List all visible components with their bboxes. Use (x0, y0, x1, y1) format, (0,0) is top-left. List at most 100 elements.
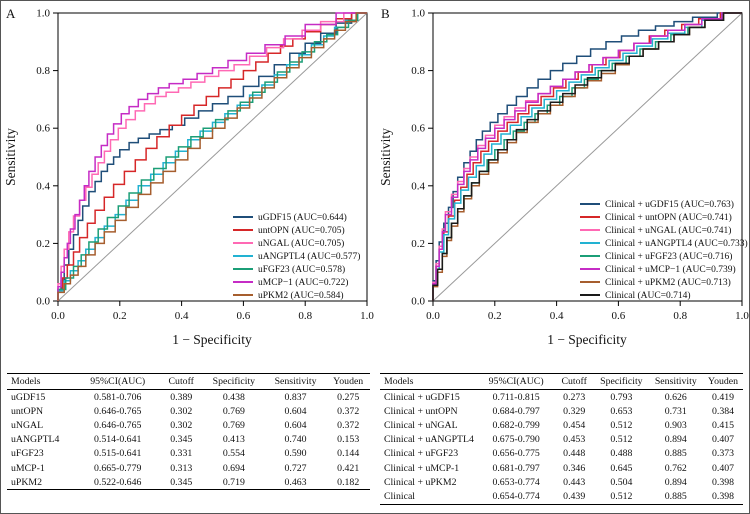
table-row: Clinical + uFGF23 0.656-0.775 0.448 0.488 0.… (380, 447, 743, 461)
diagonal-reference-line (57, 12, 368, 302)
value-cell: 0.398 (711, 476, 735, 488)
column-header: Sensitivity (648, 373, 704, 390)
model-name-cell: untOPN (11, 405, 44, 417)
model-name-cell: uMCP-1 (11, 462, 45, 474)
table-row: Clinical + uPKM2 0.653-0.774 0.443 0.504 0.8… (380, 475, 743, 489)
plot-box (57, 12, 368, 302)
value-cell: 0.665-0.779 (94, 462, 142, 474)
value-cell: 0.438 (222, 391, 245, 403)
value-cell: 0.646-0.765 (94, 419, 142, 431)
value-cell: 0.512 (610, 434, 633, 446)
value-cell: 0.522-0.646 (75, 475, 160, 491)
table-row: Clinical + uMCP-1 0.681-0.797 0.346 0.645 0.… (380, 461, 743, 475)
legend-label-uPKM2: uPKM2 (AUC=0.584) (258, 290, 344, 301)
roc-curve-clinical-untOPN (432, 12, 742, 301)
x-tick-label: 0.0 (51, 310, 65, 322)
table-header-row: Models 95%CI(AUC) Cutoff Specificity Sensiti… (7, 373, 370, 390)
value-cell: 0.372 (337, 419, 360, 431)
roc-curve-uPKM2 (57, 12, 367, 301)
value-cell: 0.407 (711, 462, 735, 474)
value-cell: 0.453 (563, 434, 586, 446)
panel-label-a: A (6, 6, 16, 21)
legend-label-clinical-uANGPTL4: Clinical + uANGPTL4 (AUC=0.733) (605, 238, 748, 249)
legend-label-untOPN: untOPN (AUC=0.705) (258, 225, 345, 236)
model-name-cell: Clinical (380, 489, 479, 505)
diagonal-reference-line (432, 12, 743, 302)
value-cell: 0.421 (337, 462, 360, 474)
legend-label-uANGPTL4: uANGPTL4 (AUC=0.577) (258, 251, 360, 262)
table-row: Clinical + uANGPTL4 0.675-0.790 0.453 0.512… (380, 433, 743, 447)
model-name-cell: uGDF15 (11, 391, 46, 403)
x-tick-label: 0.0 (426, 310, 440, 322)
roc-curve-clinical-uGDF15 (432, 12, 742, 301)
table-row: uPKM2 0.522-0.646 0.345 0.719 0.463 0.182 (7, 475, 370, 491)
value-cell: 0.275 (337, 391, 360, 403)
legend-label-uMCP-1: uMCP−1 (AUC=0.722) (258, 277, 348, 288)
value-cell: 0.346 (563, 462, 586, 474)
legend-label-clinical-untOPN: Clinical + untOPN (AUC=0.741) (605, 212, 732, 223)
value-cell: 0.581-0.706 (94, 391, 142, 403)
table-row: uNGAL 0.646-0.765 0.302 0.769 0.604 0.372 (7, 418, 370, 432)
roc-curve-clinical (432, 12, 742, 301)
x-tick-label: 1.0 (735, 310, 749, 322)
table-row: untOPN 0.646-0.765 0.302 0.769 0.604 0.372 (7, 404, 370, 418)
x-tick-label: 0.2 (113, 310, 127, 322)
column-header: Youden (703, 373, 743, 390)
y-tick-label: 0.0 (36, 296, 50, 308)
x-tick-label: 0.8 (673, 310, 687, 322)
value-cell: 0.837 (284, 391, 307, 403)
x-tick-label: 0.4 (550, 310, 564, 322)
model-name-cell: Clinical + uMCP-1 (384, 462, 460, 474)
y-tick-label: 0.4 (411, 180, 425, 192)
table-row: Clinical + uGDF15 0.711-0.815 0.273 0.793 0.… (380, 390, 743, 405)
value-cell: 0.515-0.641 (94, 448, 142, 460)
value-cell: 0.885 (664, 448, 687, 460)
roc-plot-a: A 1 − Specificity Sensitivity 0.0 0.2 0.4 0… (3, 6, 374, 347)
value-cell: 0.727 (284, 462, 307, 474)
column-header: Youden (326, 373, 370, 390)
y-tick-label: 0.2 (36, 238, 50, 250)
value-cell: 0.654-0.774 (478, 489, 555, 505)
value-cell: 0.684-0.797 (492, 405, 540, 417)
value-cell: 0.590 (284, 448, 307, 460)
value-cell: 0.345 (170, 434, 193, 446)
value-cell: 0.740 (284, 434, 307, 446)
value-cell: 0.407 (711, 434, 735, 446)
y-tick-label: 0.6 (36, 123, 50, 135)
value-cell: 0.694 (222, 462, 245, 474)
value-cell: 0.182 (326, 475, 370, 491)
column-header: 95%CI(AUC) (478, 373, 555, 390)
table-row: uMCP-1 0.665-0.779 0.313 0.694 0.727 0.421 (7, 461, 370, 475)
y-tick-label: 0.0 (411, 296, 425, 308)
model-name-cell: Clinical + untOPN (384, 405, 458, 417)
x-tick-label: 0.2 (488, 310, 502, 322)
value-cell: 0.329 (563, 405, 586, 417)
value-cell: 0.302 (170, 419, 193, 431)
y-tick-label: 0.8 (36, 65, 50, 77)
plots-row: A 1 − Specificity Sensitivity 0.0 0.2 0.4 0… (1, 1, 749, 369)
plot-box (432, 12, 743, 302)
x-tick-label: 0.8 (298, 310, 312, 322)
column-header: Cutoff (159, 373, 203, 390)
value-cell: 0.675-0.790 (492, 434, 540, 446)
column-header: Models (7, 373, 76, 390)
value-cell: 0.415 (711, 419, 735, 431)
model-name-cell: Clinical + uFGF23 (384, 448, 459, 460)
y-tick-label: 1.0 (411, 8, 425, 20)
value-cell: 0.413 (222, 434, 245, 446)
value-cell: 0.302 (170, 405, 193, 417)
value-cell: 0.903 (664, 419, 687, 431)
value-cell: 0.512 (594, 489, 649, 505)
value-cell: 0.793 (610, 391, 633, 403)
value-cell: 0.144 (337, 448, 360, 460)
table-header-row: Models 95%CI(AUC) Cutoff Specificity Sensiti… (380, 373, 743, 390)
table-row: Clinical 0.654-0.774 0.439 0.512 0.885 0.398 (380, 489, 743, 505)
model-name-cell: Clinical + uNGAL (384, 419, 458, 431)
value-cell: 0.626 (664, 391, 687, 403)
roc-curve-uFGF23 (57, 12, 367, 301)
column-header: Specificity (594, 373, 649, 390)
value-cell: 0.454 (563, 419, 586, 431)
panel-label-b: B (381, 6, 390, 21)
value-cell: 0.762 (664, 462, 687, 474)
